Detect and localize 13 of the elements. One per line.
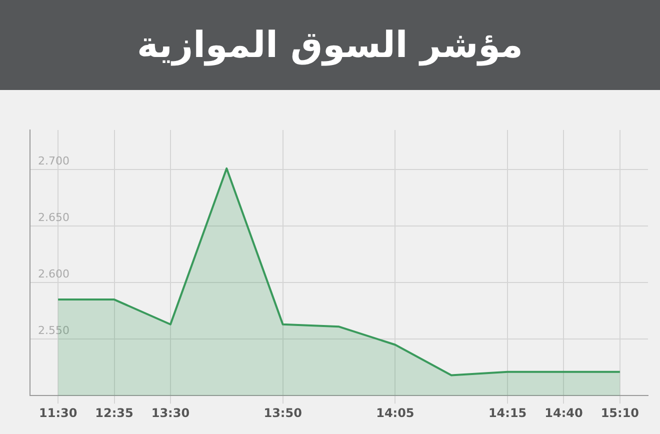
- x-tick-label: 14:40: [544, 406, 583, 420]
- x-tick-label: 15:10: [600, 406, 640, 420]
- x-tick-label: 13:30: [151, 406, 190, 420]
- x-tick-label: 14:15: [488, 406, 527, 420]
- y-tick-label: 2.600: [38, 267, 70, 280]
- x-tick-label: 11:30: [38, 406, 78, 420]
- y-tick-label: 2.700: [38, 154, 70, 168]
- x-tick-label: 12:35: [95, 406, 134, 420]
- y-tick-label: 2.550: [38, 324, 70, 337]
- x-tick-label: 14:05: [376, 406, 414, 420]
- x-tick-label: 13:50: [264, 406, 302, 420]
- y-tick-label: 2.650: [38, 210, 70, 224]
- chart-title: مؤشر السوق الموازية: [137, 24, 523, 66]
